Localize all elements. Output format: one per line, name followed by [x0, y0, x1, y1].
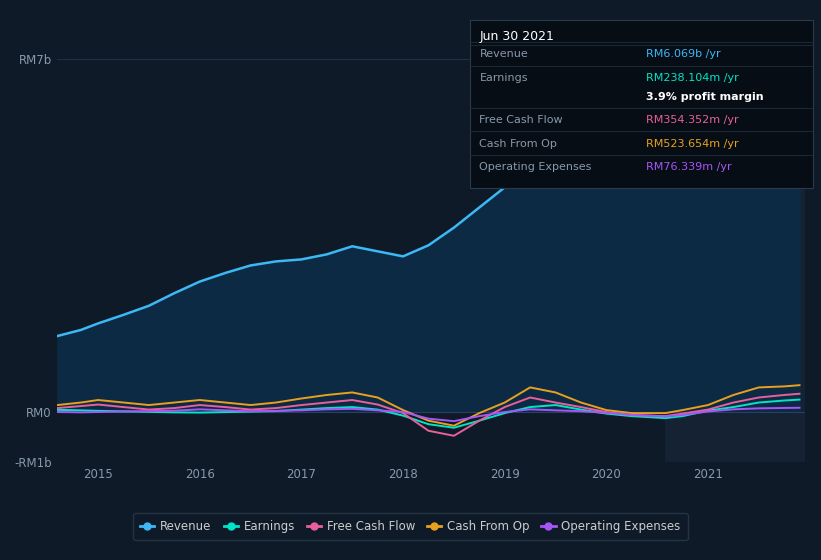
Text: Revenue: Revenue — [479, 49, 528, 59]
Text: Free Cash Flow: Free Cash Flow — [479, 115, 563, 125]
Text: RM523.654m /yr: RM523.654m /yr — [646, 139, 739, 149]
Text: RM238.104m /yr: RM238.104m /yr — [646, 73, 739, 83]
Bar — [665, 59, 805, 462]
Text: Earnings: Earnings — [479, 73, 528, 83]
Text: Jun 30 2021: Jun 30 2021 — [479, 30, 554, 43]
Text: 3.9% profit margin: 3.9% profit margin — [646, 92, 764, 102]
Text: RM76.339m /yr: RM76.339m /yr — [646, 162, 732, 172]
Legend: Revenue, Earnings, Free Cash Flow, Cash From Op, Operating Expenses: Revenue, Earnings, Free Cash Flow, Cash … — [133, 513, 688, 540]
Text: RM6.069b /yr: RM6.069b /yr — [646, 49, 721, 59]
Text: Cash From Op: Cash From Op — [479, 139, 557, 149]
Text: Operating Expenses: Operating Expenses — [479, 162, 592, 172]
Text: RM354.352m /yr: RM354.352m /yr — [646, 115, 739, 125]
